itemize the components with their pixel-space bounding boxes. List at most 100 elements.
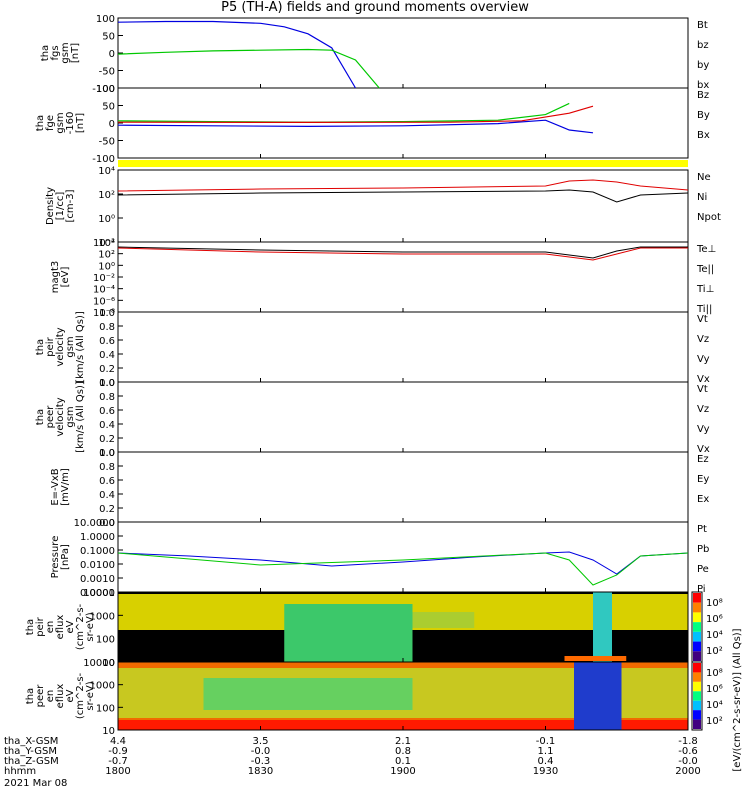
xaxis-row-value: -0.0 bbox=[678, 756, 698, 767]
xaxis-row-value: -0.3 bbox=[251, 756, 271, 767]
ytick-label-peer_vel: 0.4 bbox=[99, 420, 115, 431]
xaxis-row-value: -0.1 bbox=[536, 736, 556, 747]
ytick-label-density: 10² bbox=[98, 190, 115, 201]
colorbar-swatch-peer_spec bbox=[693, 672, 701, 682]
legend-pressure: Pe bbox=[697, 564, 709, 575]
ylabel-fgs: [nT] bbox=[70, 43, 81, 63]
ylabel-efield: [mV/m] bbox=[60, 468, 71, 506]
colorbar-swatch-peir_spec bbox=[693, 631, 701, 642]
ytick-label-temp: 10⁻² bbox=[93, 273, 115, 284]
ytick-label-fge: 100 bbox=[96, 84, 115, 95]
ytick-label-efield: 0.8 bbox=[99, 462, 115, 473]
ylabel-peer_spec: eflux bbox=[55, 684, 66, 709]
ylabel-peer_vel: tha bbox=[35, 409, 46, 425]
ylabel-fge: [nT] bbox=[75, 113, 86, 133]
colorbar-peer_spec bbox=[691, 661, 703, 731]
xaxis-row-value: 1.1 bbox=[538, 746, 554, 757]
colorbar-swatch-peer_spec bbox=[693, 710, 701, 720]
colorbar-swatch-peir_spec bbox=[693, 622, 701, 632]
ylabel-pressure: [nPa] bbox=[60, 544, 71, 570]
colorbar-swatch-peir_spec bbox=[693, 602, 701, 613]
ytick-label-peir_vel: 0.4 bbox=[99, 350, 115, 361]
ytick-label-peer_spec: 10 bbox=[102, 726, 115, 737]
pressure-pi-trace bbox=[117, 551, 689, 575]
ytick-label-pressure: 0.0100 bbox=[80, 560, 115, 571]
ytick-label-peir_vel: 0.0 bbox=[99, 378, 115, 389]
panel-frame-temp bbox=[117, 241, 689, 313]
colorbar-swatch-peer_spec bbox=[693, 700, 701, 711]
legend-peer_vel: Vz bbox=[697, 404, 709, 415]
series-line-Bz bbox=[117, 105, 594, 124]
ytick-label-fge: -100 bbox=[92, 154, 115, 165]
ylabel-fgs: tha bbox=[40, 45, 51, 61]
ylabel-peer_vel: gsm bbox=[65, 406, 76, 427]
panel-frame-peir_vel bbox=[117, 311, 689, 383]
panel-frame-peer_vel bbox=[117, 381, 689, 453]
temp-trace-red bbox=[117, 247, 688, 261]
ylabel-peir_spec: (cm^2-s- bbox=[75, 603, 86, 650]
colorbar-tick-peir_spec: 10⁸ bbox=[706, 598, 723, 609]
ylabel-peir_vel: [km/s (All Qs)] bbox=[75, 311, 86, 383]
xaxis-row-label: tha_Y-GSM bbox=[4, 746, 57, 757]
legend-fge: Bz bbox=[697, 90, 709, 101]
ytick-label-peir_vel: 1.0 bbox=[99, 308, 115, 319]
legend-peir_vel: Vx bbox=[697, 374, 710, 385]
xaxis-row-value: -0.6 bbox=[678, 746, 698, 757]
ytick-label-pressure: 0.0010 bbox=[80, 574, 115, 585]
peir-spectrogram-bar bbox=[564, 656, 627, 661]
ylabel-fge: fge bbox=[45, 115, 56, 131]
xaxis-row-value: -1.8 bbox=[678, 736, 698, 747]
colorbar-swatch-peir_spec bbox=[693, 651, 701, 661]
xaxis-row-value: 1830 bbox=[248, 766, 273, 777]
ylabel-density: Density bbox=[45, 187, 56, 225]
ytick-label-fge: -50 bbox=[99, 137, 115, 148]
ytick-label-temp: 10² bbox=[98, 250, 115, 261]
legend-temp: Te⊥ bbox=[696, 244, 716, 255]
ytick-label-fgs: -50 bbox=[99, 67, 115, 78]
ytick-label-peer_vel: 0.6 bbox=[99, 406, 115, 417]
legend-temp: Ti|| bbox=[696, 304, 712, 315]
ytick-label-temp: 10⁰ bbox=[98, 261, 115, 272]
legend-fgs: bx bbox=[697, 80, 709, 91]
ylabel-density: [cm-3] bbox=[65, 189, 76, 222]
legend-peir_vel: Vt bbox=[697, 314, 708, 325]
legend-peer_vel: Vt bbox=[697, 384, 708, 395]
legend-pressure: Pt bbox=[697, 524, 707, 535]
ephemeris-band bbox=[118, 160, 688, 167]
ytick-label-peer_vel: 0.8 bbox=[99, 392, 115, 403]
ytick-label-fgs: 100 bbox=[96, 14, 115, 25]
legend-fgs: Bt bbox=[697, 20, 708, 31]
xaxis-date: 2021 Mar 08 bbox=[4, 778, 67, 789]
ylabel-peir_spec: eflux bbox=[55, 615, 66, 640]
xaxis-row-label: hhmm bbox=[4, 766, 36, 777]
ytick-label-density: 10⁴ bbox=[98, 166, 115, 177]
ylabel-peer_spec: (cm^2-s- bbox=[75, 672, 86, 719]
ytick-label-peir_spec: 10 bbox=[102, 658, 115, 669]
legend-pressure: Pb bbox=[697, 544, 709, 555]
ylabel-pressure: Pressure bbox=[50, 536, 61, 579]
ylabel-peir_spec: tha bbox=[25, 619, 36, 635]
ytick-label-efield: 0.4 bbox=[99, 490, 115, 501]
ytick-label-efield: 0.0 bbox=[99, 518, 115, 529]
ytick-label-peer_vel: 0.2 bbox=[99, 434, 115, 445]
peer-spectrogram-low bbox=[118, 720, 688, 730]
ylabel-peir_vel: velocity bbox=[55, 327, 66, 366]
legend-temp: Ti⊥ bbox=[696, 284, 714, 295]
ytick-label-efield: 0.6 bbox=[99, 476, 115, 487]
ytick-label-pressure: 0.1000 bbox=[80, 546, 115, 557]
legend-fge: Bx bbox=[697, 130, 710, 141]
colorbar-swatch-peer_spec bbox=[693, 719, 701, 729]
ylabel-fgs: fgs bbox=[50, 45, 61, 60]
ytick-label-fgs: -100 bbox=[92, 84, 115, 95]
ylabel-peer_spec: sr-eV) bbox=[85, 681, 96, 710]
ytick-label-peir_spec: 10000 bbox=[83, 588, 115, 599]
ylabel-fgs: gsm bbox=[60, 42, 71, 63]
ytick-label-efield: 1.0 bbox=[99, 448, 115, 459]
peer-spectrogram-column bbox=[574, 662, 622, 730]
chart-title: P5 (TH-A) fields and ground moments over… bbox=[221, 0, 529, 15]
ylabel-peir_vel: gsm bbox=[65, 336, 76, 357]
ytick-label-pressure: 10.0000 bbox=[74, 518, 115, 529]
ytick-label-temp: 10⁻⁸ bbox=[93, 308, 115, 319]
legend-temp: Te|| bbox=[696, 264, 714, 275]
